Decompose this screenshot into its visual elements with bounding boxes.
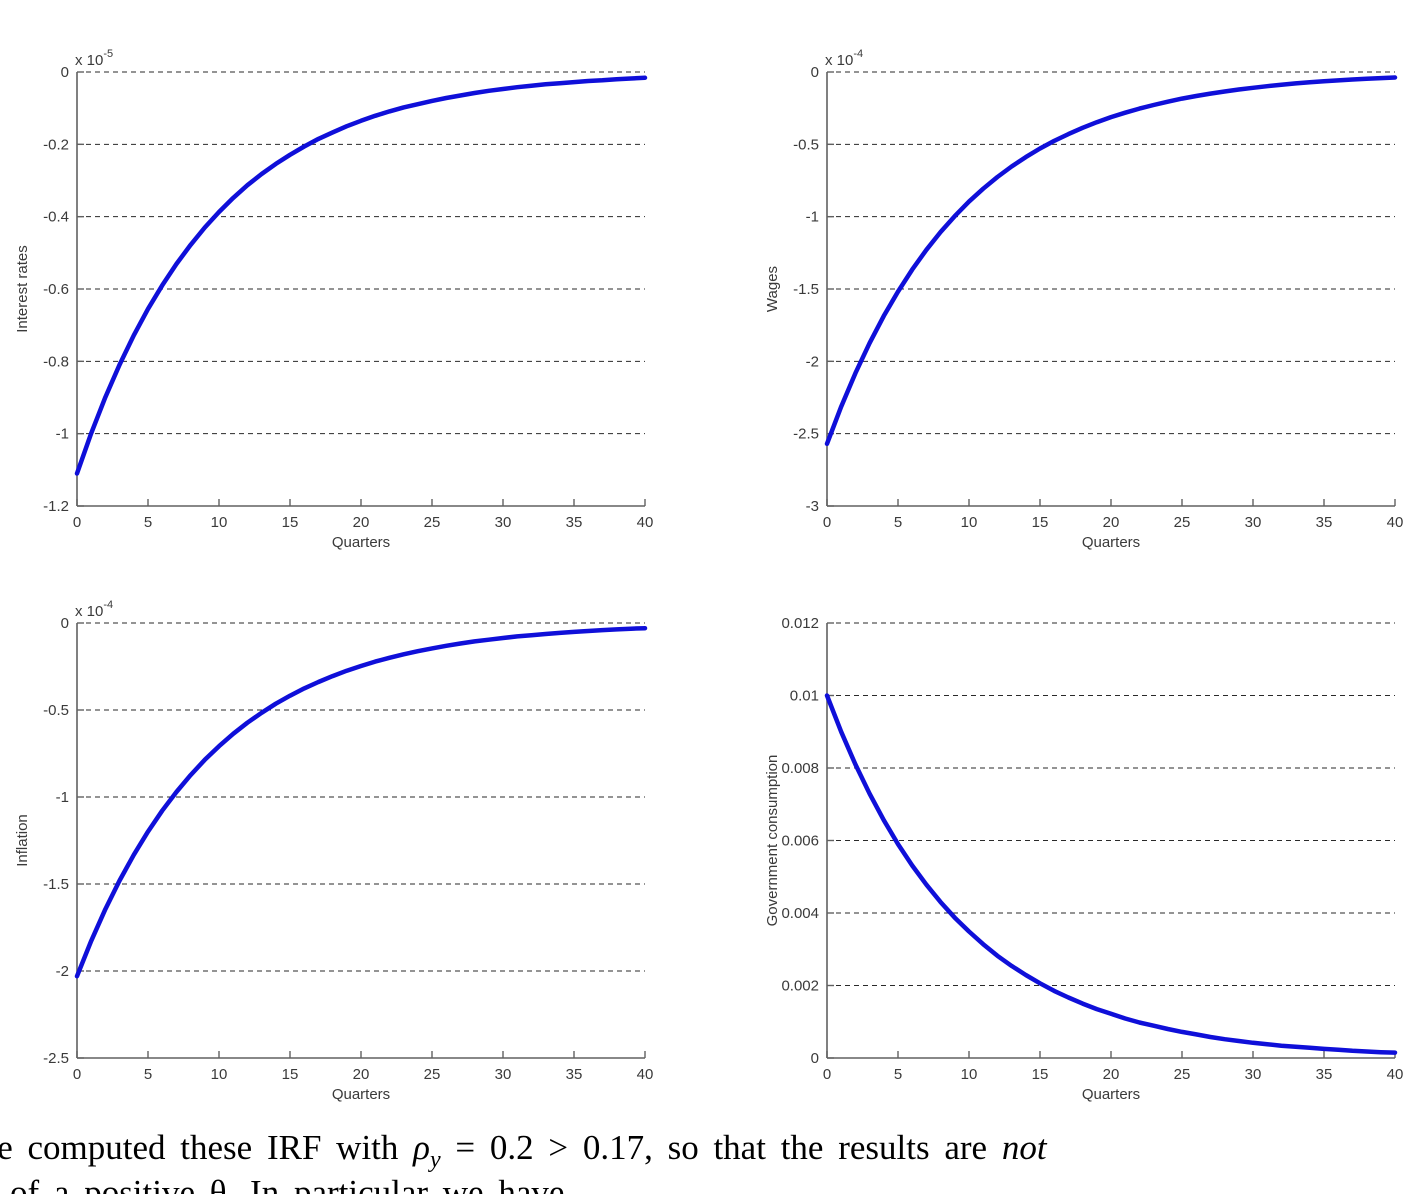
y-tick-label: 0.006 bbox=[781, 833, 819, 850]
y-tick-label: -1.2 bbox=[43, 498, 69, 515]
y-tick-label: 0 bbox=[61, 64, 69, 81]
x-tick-label: 25 bbox=[424, 514, 441, 531]
y-axis-label: Government consumption bbox=[764, 755, 781, 927]
y-tick-label: 0 bbox=[811, 64, 819, 81]
x-tick-label: 30 bbox=[1245, 514, 1262, 531]
x-tick-label: 25 bbox=[1174, 514, 1191, 531]
irf-curve bbox=[74, 75, 648, 476]
y-tick-label: -1 bbox=[56, 789, 69, 806]
y-tick-label: -0.5 bbox=[43, 702, 69, 719]
x-tick-label: 5 bbox=[894, 514, 902, 531]
irf-curve bbox=[74, 625, 648, 979]
y-tick-label: -1.5 bbox=[43, 876, 69, 893]
x-tick-label: 40 bbox=[637, 1066, 654, 1083]
y-tick-label: 0.012 bbox=[781, 615, 819, 632]
x-axis-label: Quarters bbox=[1082, 1086, 1140, 1103]
y-tick-label: -1.5 bbox=[793, 281, 819, 298]
y-tick-label: -2.5 bbox=[43, 1050, 69, 1067]
x-tick-label: 35 bbox=[566, 514, 583, 531]
x-tick-label: 15 bbox=[1032, 514, 1049, 531]
y-tick-label: -1 bbox=[806, 209, 819, 226]
x-tick-label: 30 bbox=[495, 514, 512, 531]
y-tick-label: -0.4 bbox=[43, 209, 69, 226]
x-tick-label: 25 bbox=[1174, 1066, 1191, 1083]
y-tick-label: 0 bbox=[61, 615, 69, 632]
rho-symbol: ρ bbox=[413, 1128, 430, 1167]
y-tick-label: -2 bbox=[56, 963, 69, 980]
y-axis-label: Inflation bbox=[14, 814, 31, 867]
x-tick-label: 10 bbox=[961, 1066, 978, 1083]
x-tick-label: 20 bbox=[1103, 514, 1120, 531]
panel-inflation: 0-0.5-1-1.5-2-2.50 5 10 15 20 25 30 35 40Quarter… bbox=[14, 599, 653, 1103]
y-tick-label: -2 bbox=[806, 353, 819, 370]
y-tick-label: -0.5 bbox=[793, 136, 819, 153]
x-tick-label: 20 bbox=[353, 514, 370, 531]
y-axis-label: Interest rates bbox=[14, 245, 31, 333]
x-tick-label: 35 bbox=[1316, 1066, 1333, 1083]
axis-exponent-label: x 10-5 bbox=[75, 48, 113, 69]
x-tick-label: 10 bbox=[211, 514, 228, 531]
x-tick-label: 15 bbox=[1032, 1066, 1049, 1083]
x-tick-label: 15 bbox=[282, 1066, 299, 1083]
y-tick-label: 0.004 bbox=[781, 905, 819, 922]
x-tick-label: 10 bbox=[211, 1066, 228, 1083]
x-tick-label: 20 bbox=[1103, 1066, 1120, 1083]
x-tick-label: 35 bbox=[1316, 514, 1333, 531]
y-tick-label: -0.6 bbox=[43, 281, 69, 298]
irf-curve bbox=[824, 75, 1398, 447]
x-tick-label: 5 bbox=[144, 1066, 152, 1083]
x-tick-label: 0 bbox=[823, 1066, 831, 1083]
irf-curve bbox=[824, 693, 1398, 1055]
x-tick-label: 40 bbox=[637, 514, 654, 531]
rho-subscript: y bbox=[429, 1147, 441, 1173]
x-tick-label: 15 bbox=[282, 514, 299, 531]
x-tick-label: 25 bbox=[424, 1066, 441, 1083]
x-axis-label: Quarters bbox=[1082, 534, 1140, 551]
panel-government-consumption: 0.012 0.01 0.008 0.006 0.004 0.002 00 5 10 15 20 25… bbox=[764, 615, 1403, 1103]
x-tick-label: 35 bbox=[566, 1066, 583, 1083]
y-axis-label: Wages bbox=[764, 266, 781, 312]
caption-line-1: We computed these IRF with ρy = 0.2 > 0.… bbox=[0, 1127, 1047, 1172]
x-tick-label: 0 bbox=[73, 514, 81, 531]
x-tick-label: 20 bbox=[353, 1066, 370, 1083]
caption-text-mid: = 0.2 > 0.17, so that the results are bbox=[440, 1128, 1002, 1167]
x-axis-label: Quarters bbox=[332, 1086, 390, 1103]
axis-exponent-label: x 10-4 bbox=[75, 599, 113, 620]
x-axis-label: Quarters bbox=[332, 534, 390, 551]
y-tick-label: -1 bbox=[56, 426, 69, 443]
y-tick-label: 0.01 bbox=[790, 688, 819, 705]
caption-emphasis-not: not bbox=[1001, 1128, 1047, 1167]
y-tick-label: -2.5 bbox=[793, 426, 819, 443]
y-tick-label: 0 bbox=[811, 1050, 819, 1067]
caption-text-pre: We computed these IRF with bbox=[0, 1128, 414, 1167]
x-tick-label: 30 bbox=[495, 1066, 512, 1083]
x-tick-label: 40 bbox=[1387, 514, 1404, 531]
x-tick-label: 5 bbox=[894, 1066, 902, 1083]
y-tick-label: -0.2 bbox=[43, 136, 69, 153]
x-tick-label: 10 bbox=[961, 514, 978, 531]
panel-wages: 0-0.5-1-1.5-2-2.5-30 5 10 15 20 25 30 35 40Quart… bbox=[764, 48, 1403, 551]
y-tick-label: 0.002 bbox=[781, 978, 819, 995]
x-tick-label: 30 bbox=[1245, 1066, 1262, 1083]
panel-interest-rates: 0-0.2-0.4-0.6-0.8-1-1.20 5 10 15 20 25 30 35 40Q… bbox=[14, 48, 653, 551]
axis-exponent-label: x 10-4 bbox=[825, 48, 863, 69]
y-tick-label: -3 bbox=[806, 498, 819, 515]
x-tick-label: 5 bbox=[144, 514, 152, 531]
x-tick-label: 40 bbox=[1387, 1066, 1404, 1083]
caption-line-2: of a positive θ. In particular we have bbox=[10, 1173, 565, 1194]
y-tick-label: 0.008 bbox=[781, 760, 819, 777]
y-tick-label: -0.8 bbox=[43, 353, 69, 370]
x-tick-label: 0 bbox=[823, 514, 831, 531]
x-tick-label: 0 bbox=[73, 1066, 81, 1083]
